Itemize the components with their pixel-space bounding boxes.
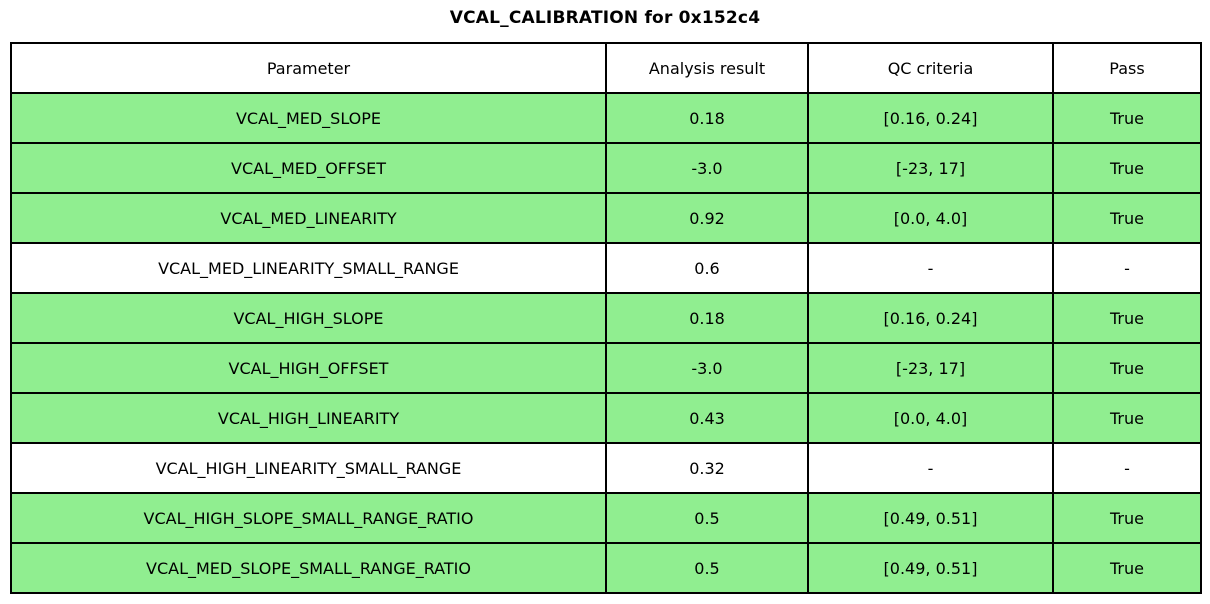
parameter-cell: VCAL_HIGH_LINEARITY_SMALL_RANGE xyxy=(10,442,607,494)
parameter-cell: VCAL_HIGH_LINEARITY xyxy=(10,392,607,444)
parameter-cell: VCAL_MED_SLOPE_SMALL_RANGE_RATIO xyxy=(10,542,607,594)
header-pass: Pass xyxy=(1052,42,1202,94)
pass-cell: - xyxy=(1052,442,1202,494)
pass-cell: True xyxy=(1052,292,1202,344)
parameter-cell: VCAL_HIGH_OFFSET xyxy=(10,342,607,394)
header-analysis-result: Analysis result xyxy=(605,42,809,94)
analysis-result-cell: 0.32 xyxy=(605,442,809,494)
pass-cell: True xyxy=(1052,192,1202,244)
qc-criteria-cell: [0.16, 0.24] xyxy=(807,292,1054,344)
qc-criteria-cell: [0.16, 0.24] xyxy=(807,92,1054,144)
qc-criteria-cell: [0.49, 0.51] xyxy=(807,492,1054,544)
qc-criteria-cell: - xyxy=(807,242,1054,294)
analysis-result-cell: 0.5 xyxy=(605,542,809,594)
table-row: VCAL_MED_LINEARITY_SMALL_RANGE 0.6 - - xyxy=(10,242,1202,294)
table-row: VCAL_HIGH_LINEARITY_SMALL_RANGE 0.32 - - xyxy=(10,442,1202,494)
pass-cell: True xyxy=(1052,92,1202,144)
analysis-result-cell: 0.43 xyxy=(605,392,809,444)
analysis-result-cell: 0.18 xyxy=(605,292,809,344)
parameter-cell: VCAL_MED_OFFSET xyxy=(10,142,607,194)
analysis-result-cell: -3.0 xyxy=(605,142,809,194)
table-header-row: Parameter Analysis result QC criteria Pa… xyxy=(10,42,1202,94)
analysis-result-cell: 0.5 xyxy=(605,492,809,544)
pass-cell: True xyxy=(1052,142,1202,194)
qc-table: Parameter Analysis result QC criteria Pa… xyxy=(10,42,1202,594)
table-row: VCAL_MED_LINEARITY 0.92 [0.0, 4.0] True xyxy=(10,192,1202,244)
pass-cell: - xyxy=(1052,242,1202,294)
table-row: VCAL_HIGH_SLOPE 0.18 [0.16, 0.24] True xyxy=(10,292,1202,344)
table-row: VCAL_MED_SLOPE 0.18 [0.16, 0.24] True xyxy=(10,92,1202,144)
pass-cell: True xyxy=(1052,542,1202,594)
header-parameter: Parameter xyxy=(10,42,607,94)
page-title: VCAL_CALIBRATION for 0x152c4 xyxy=(449,8,761,28)
qc-criteria-cell: - xyxy=(807,442,1054,494)
parameter-cell: VCAL_MED_LINEARITY xyxy=(10,192,607,244)
parameter-cell: VCAL_HIGH_SLOPE_SMALL_RANGE_RATIO xyxy=(10,492,607,544)
analysis-result-cell: 0.6 xyxy=(605,242,809,294)
analysis-result-cell: 0.18 xyxy=(605,92,809,144)
table-row: VCAL_MED_SLOPE_SMALL_RANGE_RATIO 0.5 [0.… xyxy=(10,542,1202,594)
pass-cell: True xyxy=(1052,342,1202,394)
table-row: VCAL_HIGH_OFFSET -3.0 [-23, 17] True xyxy=(10,342,1202,394)
parameter-cell: VCAL_MED_SLOPE xyxy=(10,92,607,144)
header-qc-criteria: QC criteria xyxy=(807,42,1054,94)
analysis-result-cell: -3.0 xyxy=(605,342,809,394)
table-row: VCAL_HIGH_LINEARITY 0.43 [0.0, 4.0] True xyxy=(10,392,1202,444)
parameter-cell: VCAL_MED_LINEARITY_SMALL_RANGE xyxy=(10,242,607,294)
qc-criteria-cell: [-23, 17] xyxy=(807,342,1054,394)
qc-criteria-cell: [0.49, 0.51] xyxy=(807,542,1054,594)
qc-criteria-cell: [0.0, 4.0] xyxy=(807,192,1054,244)
analysis-result-cell: 0.92 xyxy=(605,192,809,244)
parameter-cell: VCAL_HIGH_SLOPE xyxy=(10,292,607,344)
pass-cell: True xyxy=(1052,392,1202,444)
table-row: VCAL_HIGH_SLOPE_SMALL_RANGE_RATIO 0.5 [0… xyxy=(10,492,1202,544)
qc-criteria-cell: [0.0, 4.0] xyxy=(807,392,1054,444)
pass-cell: True xyxy=(1052,492,1202,544)
qc-criteria-cell: [-23, 17] xyxy=(807,142,1054,194)
table-row: VCAL_MED_OFFSET -3.0 [-23, 17] True xyxy=(10,142,1202,194)
